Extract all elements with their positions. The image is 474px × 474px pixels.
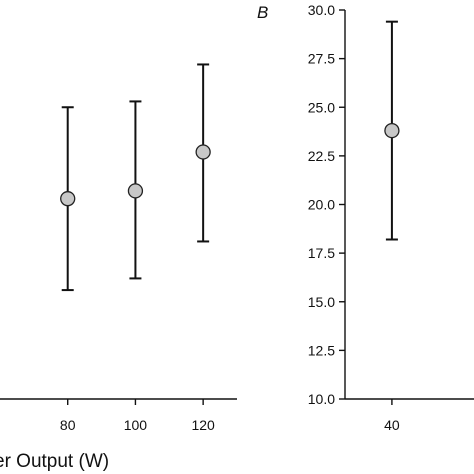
panel-b-y-tick-label: 30.0 bbox=[308, 2, 335, 18]
panel-a: 80 100 120 er Output (W) bbox=[0, 63, 237, 472]
panel-a-x-ticks: 80 100 120 bbox=[60, 399, 215, 433]
panel-b-y-tick-label: 10.0 bbox=[308, 391, 335, 407]
panel-a-x-tick-label: 120 bbox=[191, 417, 215, 433]
panel-a-marks bbox=[60, 63, 211, 292]
panel-b-y-tick-label: 27.5 bbox=[308, 51, 335, 67]
panel-b-y-tick-label: 22.5 bbox=[308, 148, 335, 164]
panel-a-x-axis-label: er Output (W) bbox=[0, 451, 109, 472]
panel-b-y-tick-label: 25.0 bbox=[308, 99, 335, 115]
panel-b-marks bbox=[384, 20, 400, 241]
panel-b-letter: B bbox=[257, 3, 268, 22]
panel-b-x-ticks: 40 bbox=[384, 399, 400, 433]
panel-a-x-tick-label: 80 bbox=[60, 417, 76, 433]
panel-b-y-ticks: 10.0 12.5 15.0 17.5 20.0 22.5 25.0 27.5 30.0 bbox=[308, 2, 345, 407]
panel-b-y-tick-label: 15.0 bbox=[308, 294, 335, 310]
panel-b-x-tick-label: 40 bbox=[384, 417, 400, 433]
panel-b-y-tick-label: 12.5 bbox=[308, 342, 335, 358]
panel-a-data-point bbox=[195, 144, 211, 160]
panel-b-y-tick-label: 20.0 bbox=[308, 197, 335, 213]
panel-a-data-point bbox=[60, 191, 76, 207]
panel-a-data-point bbox=[127, 183, 144, 199]
panel-b-data-point bbox=[384, 122, 400, 139]
panel-b: B 10.0 12.5 15.0 17.5 20.0 22.5 25.0 27.5 30.0 4… bbox=[257, 2, 474, 433]
panel-b-y-tick-label: 17.5 bbox=[308, 245, 335, 261]
panel-a-x-tick-label: 100 bbox=[124, 417, 148, 433]
